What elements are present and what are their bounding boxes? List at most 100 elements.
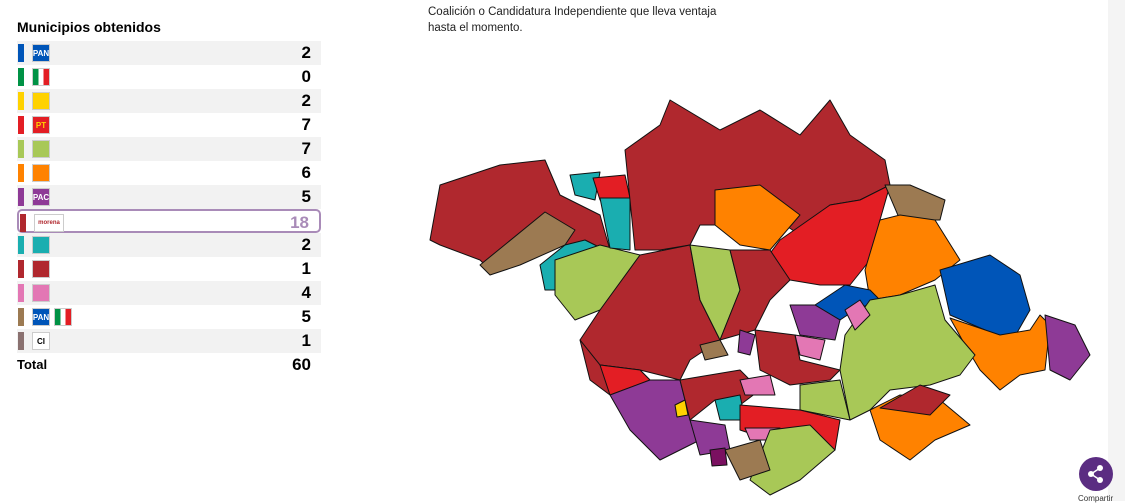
color-stripe	[18, 44, 24, 62]
municipality	[754, 329, 841, 386]
municipality	[709, 447, 728, 467]
color-stripe	[18, 92, 24, 110]
municipality-count: 0	[301, 67, 311, 86]
party-logo	[32, 260, 50, 278]
municipality	[749, 424, 836, 496]
municipality	[949, 314, 1051, 391]
color-stripe	[18, 188, 24, 206]
party-logo	[32, 92, 50, 110]
total-value: 60	[292, 355, 311, 374]
caption-line: hasta el momento.	[428, 22, 523, 34]
party-logo	[54, 308, 72, 326]
municipality-count: 4	[301, 283, 311, 302]
side-bar	[1108, 0, 1125, 501]
party-logo: PAN	[32, 308, 50, 326]
total-row: Total 60	[17, 353, 321, 377]
municipality-count: 1	[301, 259, 311, 278]
party-row: morena 18	[17, 209, 321, 233]
party-logo: PAC	[32, 188, 50, 206]
party-logo	[32, 236, 50, 254]
party-logos	[32, 140, 50, 158]
party-row: 7	[17, 137, 321, 161]
municipality	[789, 304, 841, 341]
party-row: 0	[17, 65, 321, 89]
panel-title: Municipios obtenidos	[17, 19, 161, 35]
color-stripe	[18, 332, 24, 350]
party-logos: PT	[32, 116, 50, 134]
party-logos: morena	[34, 214, 64, 232]
municipality-count: 7	[301, 139, 311, 158]
municipality-count: 7	[301, 115, 311, 134]
share-label: Compartir	[1078, 494, 1114, 503]
party-row: PAN 2	[17, 41, 321, 65]
municipality	[569, 171, 601, 201]
municipality	[864, 214, 961, 301]
total-label: Total	[17, 357, 48, 372]
party-logos	[32, 236, 50, 254]
color-stripe	[18, 68, 24, 86]
color-stripe	[18, 308, 24, 326]
party-logos	[32, 260, 50, 278]
party-logos: PAN	[32, 308, 72, 326]
party-row: CI 1	[17, 329, 321, 353]
municipality	[844, 299, 871, 331]
party-logos: CI	[32, 332, 50, 350]
share-icon	[1088, 465, 1103, 483]
municipality	[939, 254, 1031, 346]
municipality-count: 2	[301, 91, 311, 110]
results-panel: Municipios obtenidos PAN 2 0 2 PT 7 7 6 PAC 5 more…	[17, 18, 321, 377]
color-stripe	[18, 140, 24, 158]
municipality	[699, 339, 729, 361]
party-logo	[32, 68, 50, 86]
municipality	[737, 329, 756, 356]
party-row: 2	[17, 233, 321, 257]
municipality	[592, 174, 631, 201]
municipality-count: 18	[290, 213, 309, 232]
municipality	[1044, 314, 1091, 381]
municipality	[599, 197, 631, 251]
party-row: PAN 5	[17, 305, 321, 329]
party-logo: morena	[34, 214, 64, 232]
party-logo: PAN	[32, 44, 50, 62]
map-caption: Coalición o Candidatura Independiente qu…	[428, 4, 716, 36]
party-row: 6	[17, 161, 321, 185]
party-logos: PAN	[32, 44, 50, 62]
municipality-count: 5	[301, 187, 311, 206]
municipality	[719, 249, 791, 341]
municipality-count: 5	[301, 307, 311, 326]
color-stripe	[20, 214, 26, 232]
party-logos	[32, 284, 50, 302]
party-row: PT 7	[17, 113, 321, 137]
party-logo	[32, 284, 50, 302]
color-stripe	[18, 260, 24, 278]
party-row: 2	[17, 89, 321, 113]
party-logo	[32, 164, 50, 182]
share-button[interactable]	[1079, 457, 1113, 491]
municipality-count: 6	[301, 163, 311, 182]
municipality	[879, 384, 951, 416]
municipality	[724, 439, 771, 481]
municipality	[799, 379, 851, 421]
party-logo	[32, 140, 50, 158]
color-stripe	[18, 284, 24, 302]
party-logos	[32, 164, 50, 182]
municipality	[674, 399, 689, 418]
party-logos	[32, 68, 50, 86]
municipality-count: 2	[301, 235, 311, 254]
color-stripe	[18, 236, 24, 254]
municipality	[884, 184, 946, 221]
party-logo: CI	[32, 332, 50, 350]
caption-line: Coalición o Candidatura Independiente qu…	[428, 6, 717, 18]
municipality	[739, 374, 776, 396]
color-stripe	[18, 164, 24, 182]
rows: PAN 2 0 2 PT 7 7 6 PAC 5 morena 18 2 1 4 PAN 5 CI 1	[17, 41, 321, 353]
municipality-count: 1	[301, 331, 311, 350]
color-stripe	[18, 116, 24, 134]
municipality-count: 2	[301, 43, 311, 62]
party-row: PAC 5	[17, 185, 321, 209]
party-logos	[32, 92, 50, 110]
party-row: 1	[17, 257, 321, 281]
party-logo: PT	[32, 116, 50, 134]
